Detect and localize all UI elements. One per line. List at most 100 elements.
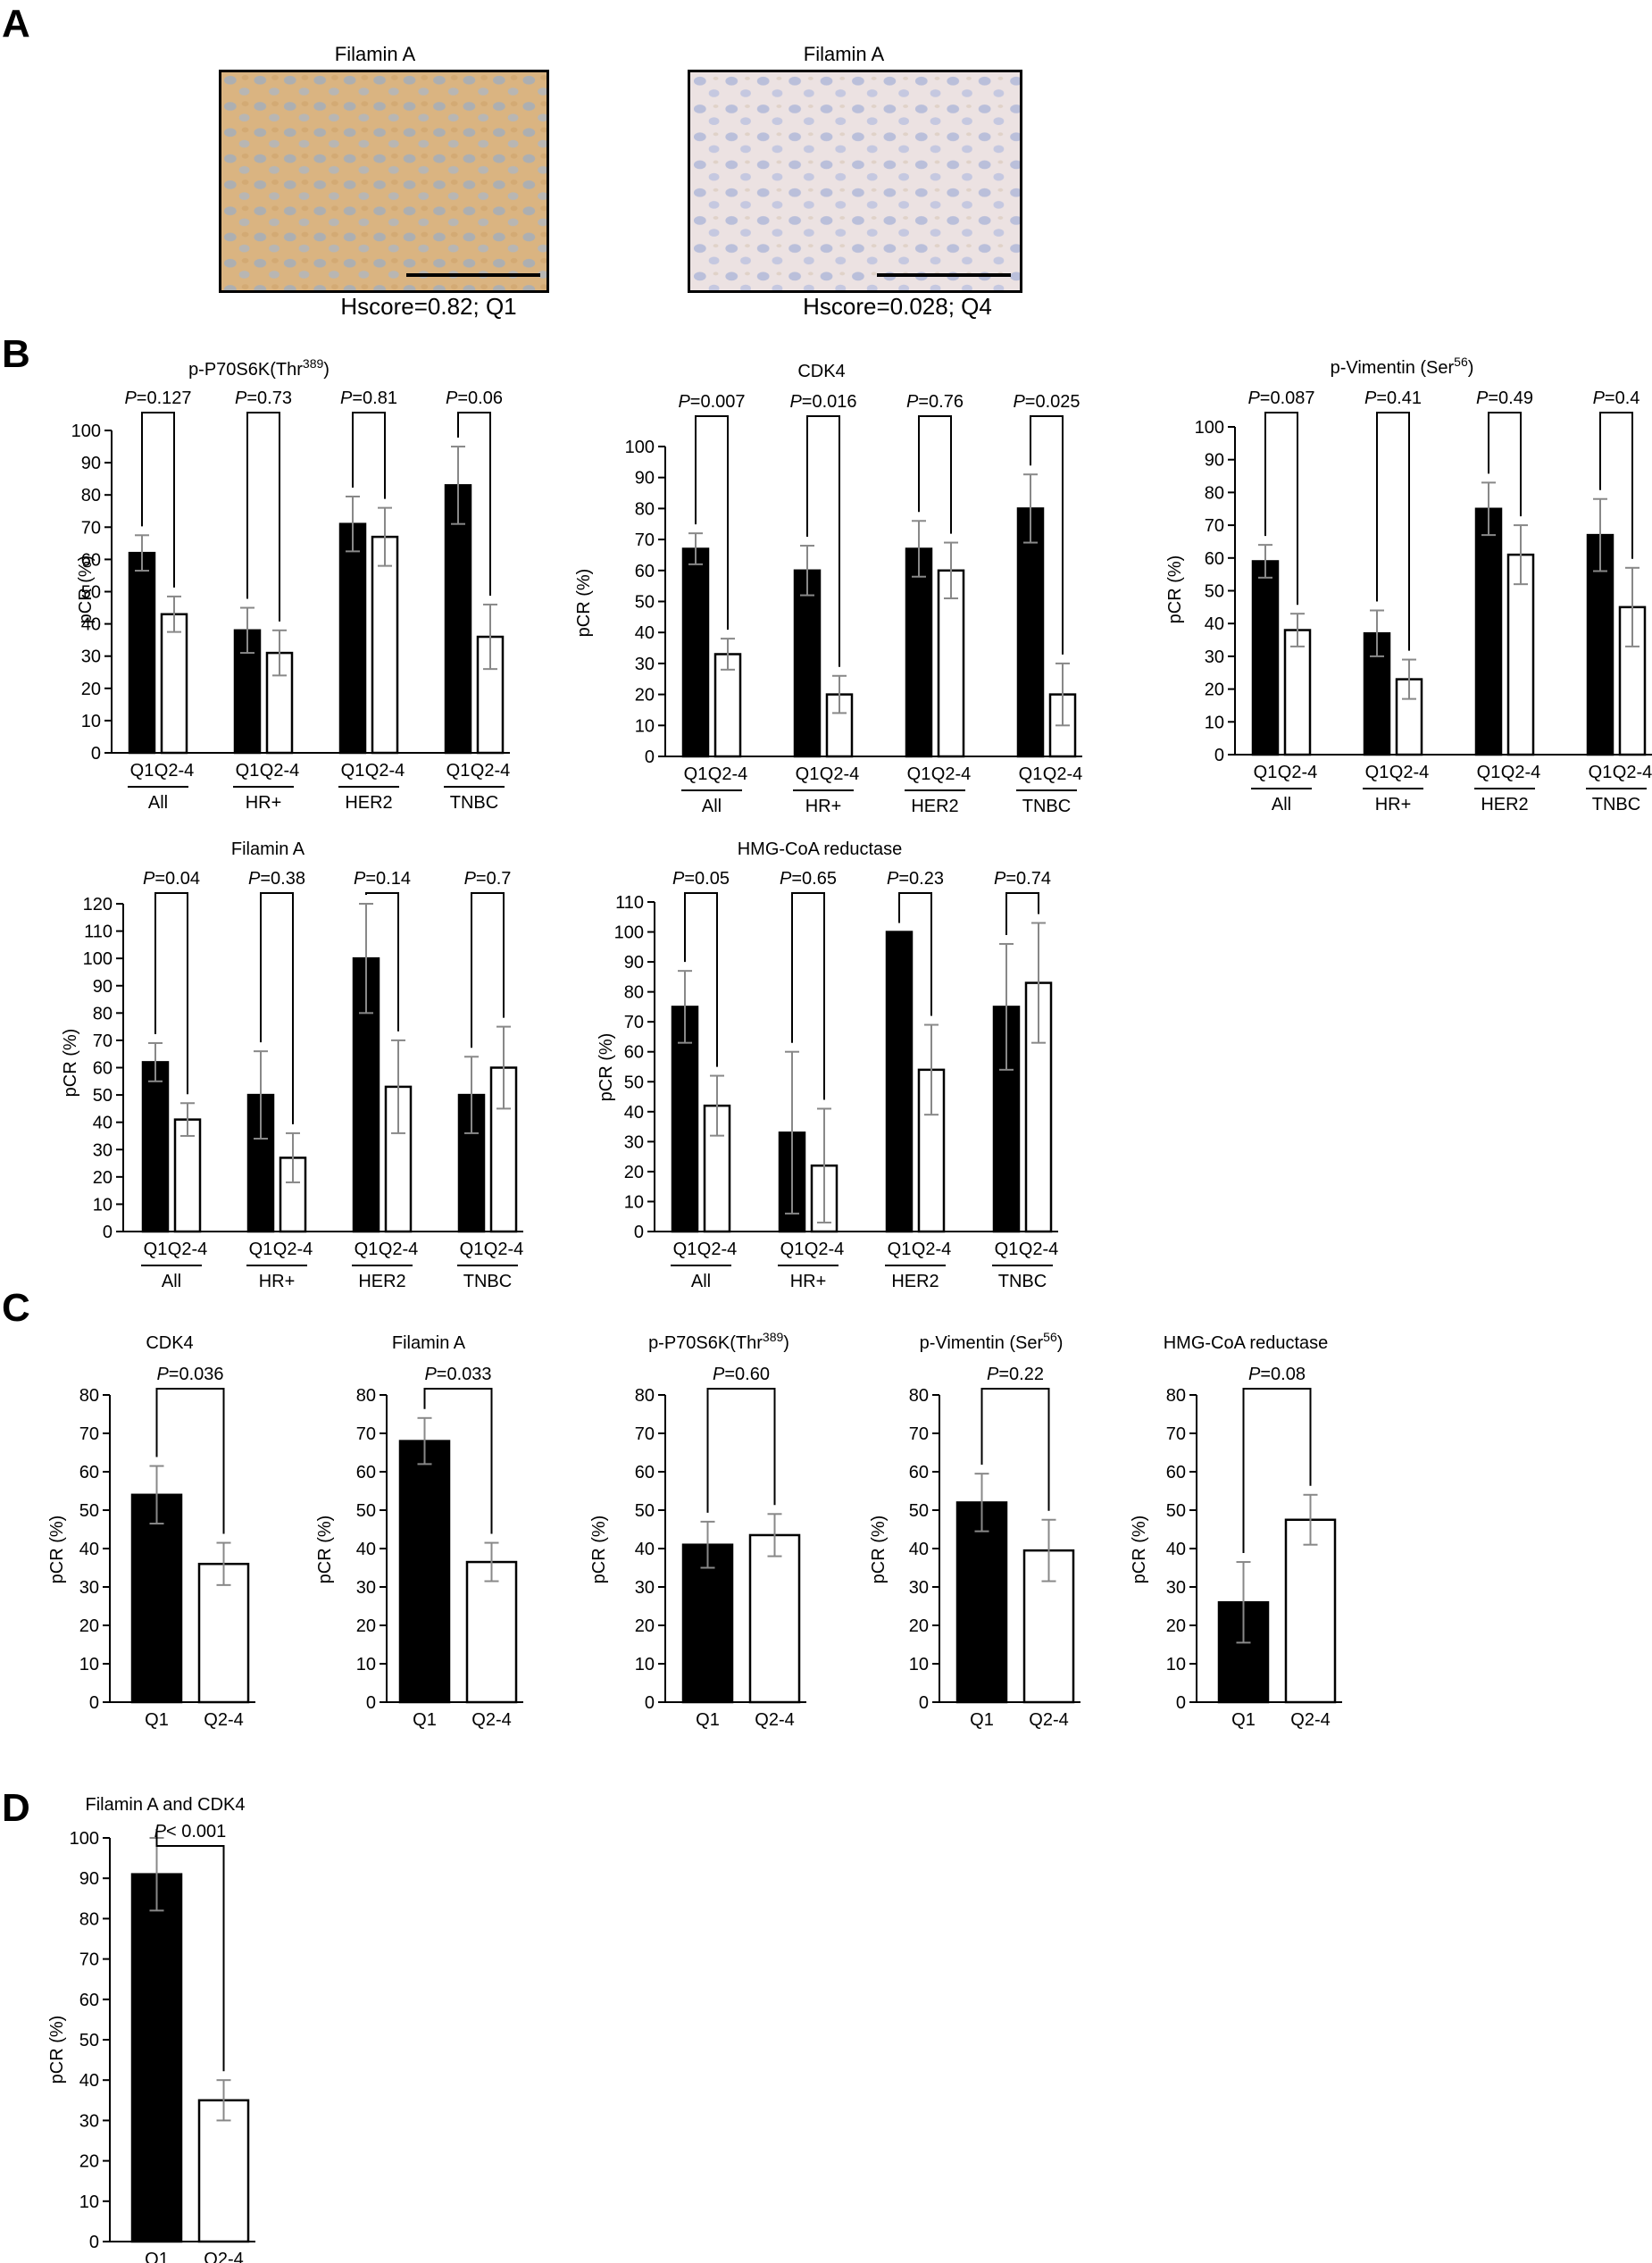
b1-bar-q1 bbox=[444, 484, 472, 755]
b1-significance-bracket bbox=[457, 412, 491, 596]
b5-y-tick-label: 90 bbox=[624, 953, 644, 973]
c3-significance-bracket bbox=[706, 1388, 776, 1513]
b2-y-tick-label: 20 bbox=[635, 686, 655, 706]
b4-y-label: pCR (%) bbox=[61, 1029, 80, 1098]
b1-y-tick-label: 70 bbox=[81, 518, 101, 538]
c5-title: HMG-CoA reductase bbox=[1164, 1333, 1329, 1353]
c5-p-value: P=0.08 bbox=[1248, 1365, 1306, 1384]
b2-significance-bracket bbox=[918, 415, 952, 534]
c2-y-tick-label: 20 bbox=[356, 1616, 376, 1636]
b2-y-tick-label: 50 bbox=[635, 593, 655, 613]
b2-x-tick-label: Q2-4 bbox=[1043, 764, 1082, 784]
b2-p-value: P=0.016 bbox=[789, 392, 856, 412]
c5-y-tick-label: 10 bbox=[1166, 1655, 1186, 1674]
c1-y-tick-label: 60 bbox=[79, 1463, 99, 1482]
b3-p-value: P=0.49 bbox=[1476, 388, 1533, 408]
b1-group-label: HR+ bbox=[246, 793, 282, 813]
b5-y-tick-label: 30 bbox=[624, 1132, 644, 1152]
b5-x-tick-label: Q1 bbox=[673, 1240, 697, 1259]
b3-title: p-Vimentin (Ser56) bbox=[1331, 355, 1474, 378]
c2-x-tick-label: Q1 bbox=[413, 1710, 437, 1730]
b5-p-value: P=0.65 bbox=[780, 869, 837, 889]
panel-label-c: C bbox=[2, 1286, 30, 1330]
b4-y-tick-label: 120 bbox=[83, 895, 113, 914]
b5-significance-bracket bbox=[1005, 892, 1039, 935]
b2-x-tick-label: Q1 bbox=[1019, 764, 1043, 784]
c5-y-tick-label: 30 bbox=[1166, 1578, 1186, 1598]
b4-x-tick-label: Q1 bbox=[460, 1240, 484, 1259]
c1-x-tick-label: Q1 bbox=[145, 1710, 169, 1730]
b4-y-tick-label: 110 bbox=[84, 923, 113, 942]
c3-y-tick-label: 60 bbox=[635, 1463, 655, 1482]
b3-x-tick-label: Q1 bbox=[1477, 763, 1501, 782]
b1-y-tick-label: 40 bbox=[81, 615, 101, 635]
b4-x-tick-label: Q1 bbox=[144, 1240, 168, 1259]
b3-y-tick-label: 30 bbox=[1205, 647, 1224, 667]
d1-y-tick-label: 60 bbox=[79, 1991, 99, 2010]
b4-group-label: TNBC bbox=[463, 1272, 512, 1291]
b1-y-label: pCR (%) bbox=[76, 555, 96, 624]
c4-y-tick-label: 80 bbox=[909, 1386, 929, 1406]
b2-y-tick-label: 60 bbox=[635, 562, 655, 581]
b3-x-tick-label: Q2-4 bbox=[1278, 763, 1317, 782]
b1-y-tick-label: 0 bbox=[91, 744, 101, 764]
b2-p-value: P=0.025 bbox=[1013, 392, 1080, 412]
b2-bar-q24 bbox=[713, 653, 742, 758]
b1-group-label: TNBC bbox=[450, 793, 498, 813]
c5-y-label: pCR (%) bbox=[1130, 1516, 1149, 1584]
c4-y-label: pCR (%) bbox=[869, 1516, 889, 1584]
b3-x-tick-label: Q1 bbox=[1589, 763, 1613, 782]
b1-x-tick-label: Q1 bbox=[236, 761, 260, 781]
b4-bar-q1 bbox=[141, 1061, 170, 1233]
b3-y-tick-label: 0 bbox=[1214, 746, 1224, 765]
b3-y-tick-label: 80 bbox=[1205, 483, 1224, 503]
b2-p-value: P=0.007 bbox=[678, 392, 745, 412]
b4-y-tick-label: 100 bbox=[83, 949, 113, 969]
c1-bar-q1 bbox=[130, 1493, 183, 1704]
panel-label-d: D bbox=[2, 1786, 30, 1830]
b3-y-tick-label: 100 bbox=[1195, 418, 1224, 438]
b1-x-tick-label: Q1 bbox=[130, 761, 154, 781]
c5-y-tick-label: 60 bbox=[1166, 1463, 1186, 1482]
b3-x-tick-label: Q1 bbox=[1254, 763, 1278, 782]
b1-x-tick-label: Q1 bbox=[341, 761, 365, 781]
b5-x-tick-label: Q2-4 bbox=[697, 1240, 737, 1259]
b1-y-tick-label: 100 bbox=[71, 422, 101, 441]
c2-x-tick-label: Q2-4 bbox=[471, 1710, 511, 1730]
b1-bar-q1 bbox=[338, 522, 367, 755]
b3-y-tick-label: 20 bbox=[1205, 681, 1224, 700]
b3-group-label: All bbox=[1272, 795, 1291, 814]
c4-x-tick-label: Q1 bbox=[970, 1710, 994, 1730]
b1-x-tick-label: Q2-4 bbox=[154, 761, 194, 781]
c2-y-tick-label: 30 bbox=[356, 1578, 376, 1598]
b2-p-value: P=0.76 bbox=[906, 392, 964, 412]
c2-bar-q1 bbox=[398, 1440, 451, 1704]
b4-p-value: P=0.14 bbox=[354, 869, 411, 889]
c5-y-tick-label: 40 bbox=[1166, 1540, 1186, 1559]
c5-x-tick-label: Q1 bbox=[1231, 1710, 1256, 1730]
b5-y-tick-label: 0 bbox=[634, 1223, 644, 1242]
b2-significance-bracket bbox=[695, 415, 729, 630]
c3-y-tick-label: 30 bbox=[635, 1578, 655, 1598]
b2-x-tick-label: Q1 bbox=[907, 764, 931, 784]
d1-significance-bracket bbox=[155, 1829, 225, 2072]
b2-y-tick-label: 40 bbox=[635, 623, 655, 643]
panel-label-b: B bbox=[2, 332, 30, 376]
b2-title: CDK4 bbox=[797, 362, 845, 381]
b1-x-tick-label: Q2-4 bbox=[471, 761, 510, 781]
c5-x-tick-label: Q2-4 bbox=[1290, 1710, 1330, 1730]
c4-x-tick-label: Q2-4 bbox=[1029, 1710, 1068, 1730]
b3-significance-bracket bbox=[1599, 412, 1633, 559]
b5-p-value: P=0.05 bbox=[672, 869, 730, 889]
c1-x-tick-label: Q2-4 bbox=[204, 1710, 243, 1730]
b3-group-label: HR+ bbox=[1375, 795, 1412, 814]
b5-significance-bracket bbox=[898, 892, 932, 1016]
c5-y-tick-label: 70 bbox=[1166, 1424, 1186, 1444]
b5-x-tick-label: Q2-4 bbox=[912, 1240, 951, 1259]
d1-y-tick-label: 90 bbox=[79, 1869, 99, 1889]
b4-y-tick-label: 80 bbox=[93, 1004, 113, 1023]
b1-bar-q24 bbox=[160, 613, 188, 755]
b2-significance-bracket bbox=[1030, 415, 1064, 655]
histology-right-image bbox=[688, 70, 1022, 293]
b4-y-tick-label: 0 bbox=[103, 1223, 113, 1242]
